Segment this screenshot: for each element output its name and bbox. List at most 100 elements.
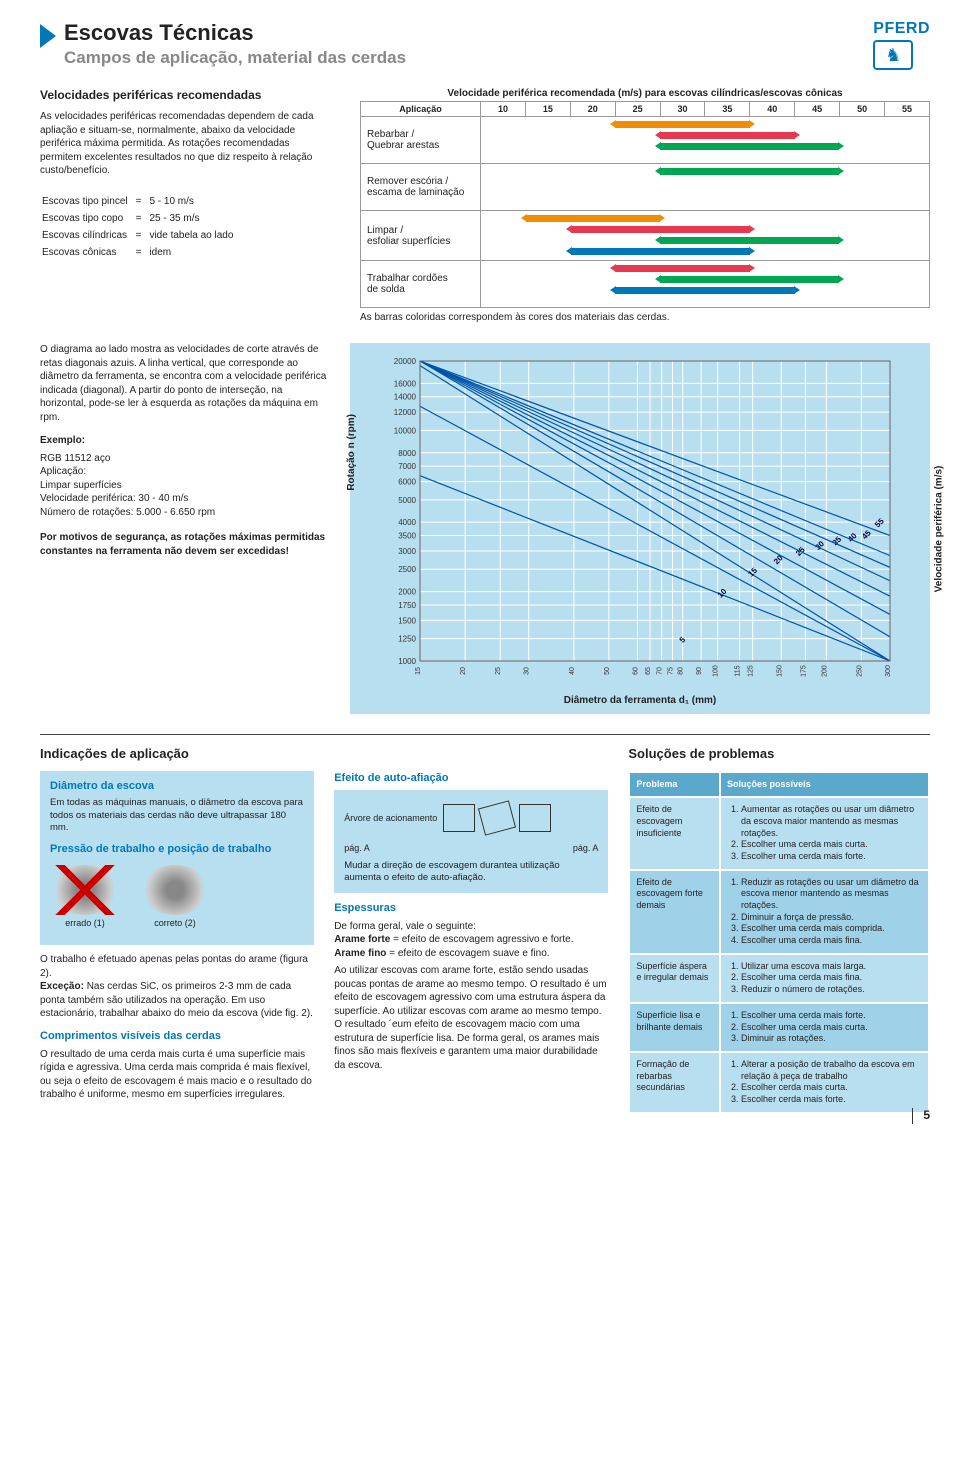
- solutions-heading: Soluções de problemas: [628, 745, 930, 763]
- brush-cell: vide tabela ao lado: [149, 228, 239, 243]
- example-line: RGB 11512 aço: [40, 452, 330, 466]
- hdr-tick: 15: [525, 102, 570, 117]
- svg-text:60: 60: [632, 667, 639, 675]
- solution-item: Alterar a posição de trabalho da escova …: [741, 1059, 922, 1082]
- problem-cell: Efeito de escovagem insuficiente: [630, 798, 719, 868]
- sub-pressure: Pressão de trabalho e posição de trabalh…: [50, 842, 304, 857]
- bluebox-diameter: Diâmetro da escova Em todas as máquinas …: [40, 771, 314, 946]
- svg-text:1500: 1500: [398, 616, 416, 625]
- svg-text:20: 20: [460, 667, 467, 675]
- brush-cell: 5 - 10 m/s: [149, 194, 239, 209]
- speed-bar: [660, 143, 839, 150]
- solution-cell: Utilizar uma escova mais larga.Escolher …: [721, 955, 928, 1002]
- solution-item: Escolher uma cerda mais forte.: [741, 1010, 922, 1022]
- svg-text:50: 50: [604, 667, 611, 675]
- solution-item: Diminuir a força de pressão.: [741, 912, 922, 924]
- svg-text:55: 55: [873, 516, 886, 529]
- sub-lengths: Comprimentos visíveis das cerdas: [40, 1029, 314, 1044]
- svg-text:125: 125: [748, 665, 755, 677]
- example-head: Exemplo:: [40, 434, 330, 448]
- svg-text:4000: 4000: [398, 518, 416, 527]
- svg-text:10000: 10000: [394, 426, 417, 435]
- nomogram-chart: Rotação n (rpm) Velocidade periférica (m…: [350, 343, 930, 714]
- problem-cell: Superfície lisa e brilhante demais: [630, 1004, 719, 1051]
- col-solutions: Soluções de problemas Problema Soluções …: [628, 745, 930, 1114]
- para-lengths: O resultado de uma cerda mais curta é um…: [40, 1048, 314, 1102]
- example-line: Velocidade periférica: 30 - 40 m/s: [40, 492, 330, 506]
- brush-cell: =: [136, 194, 148, 209]
- arvore-label: Árvore de acionamento: [344, 812, 437, 824]
- hdr-tick: 20: [570, 102, 615, 117]
- svg-text:1750: 1750: [398, 601, 416, 610]
- autoaf-para: Mudar a direção de escovagem durantea ut…: [344, 860, 598, 885]
- brush-cell: Escovas cilíndricas: [42, 228, 134, 243]
- svg-text:12000: 12000: [394, 408, 417, 417]
- hdr-solucoes: Soluções possíveis: [721, 773, 928, 797]
- svg-text:15: 15: [746, 566, 759, 579]
- svg-text:8000: 8000: [398, 449, 416, 458]
- brush-cell: =: [136, 228, 148, 243]
- speed-bar: [615, 121, 749, 128]
- example-line: Aplicação:: [40, 465, 330, 479]
- problem-cell: Superfície áspera e irregular demais: [630, 955, 719, 1002]
- y-axis-label: Rotação n (rpm): [346, 413, 357, 490]
- hdr-tick: 45: [795, 102, 840, 117]
- speed-bar: [660, 132, 794, 139]
- applications-heading: Indicações de aplicação: [40, 745, 314, 763]
- bar-cell: [481, 211, 930, 261]
- speed-bar: [571, 248, 750, 255]
- brand-logo: PFERD ♞: [873, 20, 930, 70]
- col-applications: Indicações de aplicação Diâmetro da esco…: [40, 745, 314, 1114]
- bar-cell: [481, 164, 930, 211]
- svg-text:2500: 2500: [398, 565, 416, 574]
- svg-text:40: 40: [569, 667, 576, 675]
- problems-table: Problema Soluções possíveis Efeito de es…: [628, 771, 930, 1114]
- svg-text:20000: 20000: [394, 357, 417, 366]
- solution-item: Escolher uma cerda mais fina.: [741, 972, 922, 984]
- wrong-caption: errado (1): [50, 917, 120, 929]
- esp-intro: De forma geral, vale o seguinte:: [334, 920, 608, 934]
- hdr-tick: 25: [615, 102, 660, 117]
- page-subtitle: Campos de aplicação, material das cerdas: [64, 48, 406, 68]
- hdr-tick: 55: [885, 102, 930, 117]
- problem-cell: Formação de rebarbas secundárias: [630, 1053, 719, 1112]
- y-axis-label-right: Velocidade periférica (m/s): [934, 465, 945, 592]
- chart-explain: O diagrama ao lado mostra as velocidades…: [40, 343, 330, 714]
- solution-cell: Alterar a posição de trabalho da escova …: [721, 1053, 928, 1112]
- para-tips: O trabalho é efetuado apenas pelas ponta…: [40, 953, 314, 980]
- svg-text:16000: 16000: [394, 379, 417, 388]
- x-axis-label: Diâmetro da ferramenta d₁ (mm): [358, 695, 922, 706]
- hdr-tick: 50: [840, 102, 885, 117]
- solution-item: Escolher cerda mais forte.: [741, 1094, 922, 1106]
- safety-note: Por motivos de segurança, as rotações má…: [40, 531, 330, 558]
- brush-correct-icon: [140, 865, 210, 915]
- bar-cell: [481, 117, 930, 164]
- correct-caption: correto (2): [140, 917, 210, 929]
- speed-bar-table: Aplicação10152025303540455055 Rebarbar /…: [360, 101, 930, 308]
- brush-cell: Escovas tipo copo: [42, 211, 134, 226]
- speed-bar: [526, 215, 660, 222]
- autoaf-box-icon: [443, 804, 475, 832]
- svg-text:1000: 1000: [398, 657, 416, 666]
- svg-text:2000: 2000: [398, 588, 416, 597]
- speedtable-title: Velocidade periférica recomendada (m/s) …: [360, 88, 930, 99]
- brush-cell: Escovas tipo pincel: [42, 194, 134, 209]
- sub-espessuras: Espessuras: [334, 901, 608, 916]
- brush-cell: Escovas cônicas: [42, 245, 134, 260]
- esp-body: Ao utilizar escovas com arame forte, est…: [334, 964, 608, 1072]
- svg-text:25: 25: [495, 667, 502, 675]
- esp-forte: Arame forte = efeito de escovagem agress…: [334, 933, 608, 947]
- svg-text:6000: 6000: [398, 478, 416, 487]
- bar-cell: [481, 261, 930, 308]
- svg-text:45: 45: [860, 528, 873, 541]
- svg-text:7000: 7000: [398, 462, 416, 471]
- brush-wrong-icon: [50, 865, 120, 915]
- pag-a-right: pág. A: [573, 842, 599, 854]
- svg-text:175: 175: [800, 665, 807, 677]
- svg-text:200: 200: [821, 665, 828, 677]
- horse-icon: ♞: [873, 40, 913, 70]
- velocity-text-block: Velocidades periféricas recomendadas As …: [40, 88, 330, 323]
- velocity-para: As velocidades periféricas recomendadas …: [40, 110, 330, 178]
- page-title: Escovas Técnicas: [64, 20, 406, 46]
- speed-bar: [615, 287, 794, 294]
